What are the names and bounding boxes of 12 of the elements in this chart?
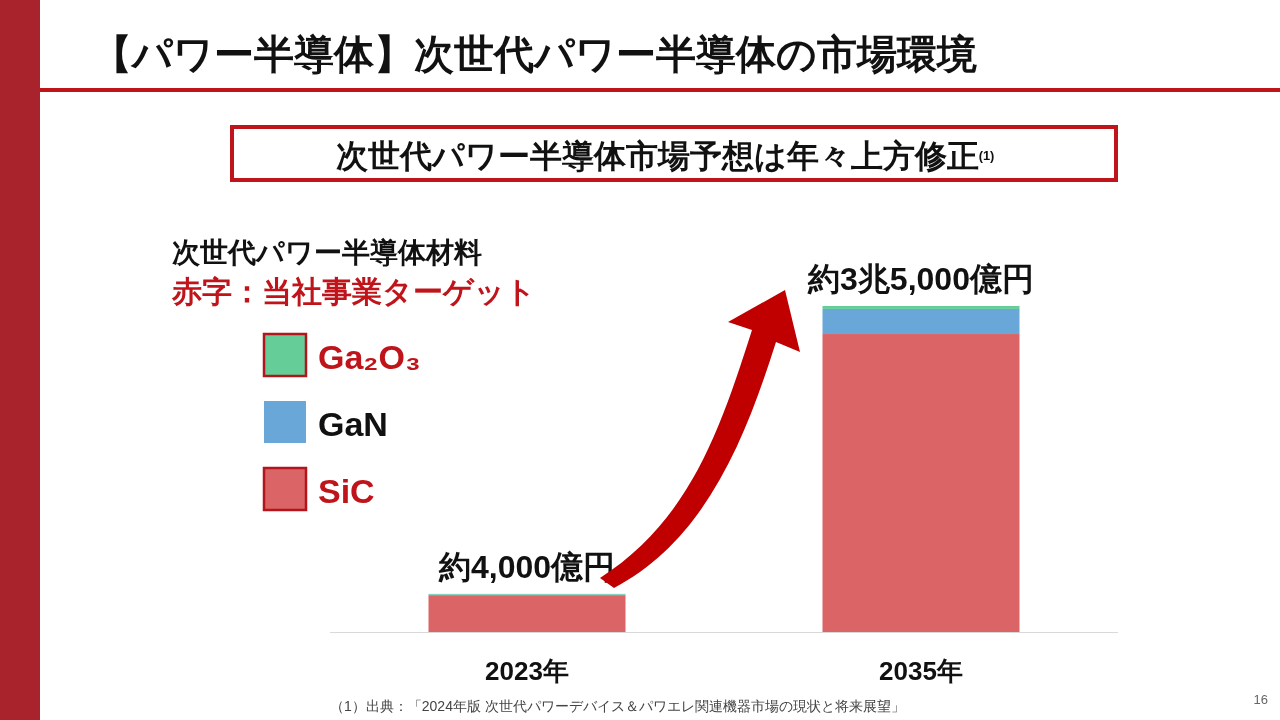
chart-subtitle: 次世代パワー半導体市場予想は年々上方修正$^{(1)}$: [335, 138, 995, 174]
text: 16: [1253, 692, 1268, 707]
total-label: 約3兆5,000億円: [807, 261, 1034, 297]
annotation: 赤字：当社事業ターゲット: [171, 275, 536, 308]
legend-label: Ga₂O₃: [318, 338, 421, 376]
x-tick-label: 2023年: [485, 656, 569, 686]
x-tick-label: 2035年: [879, 656, 963, 686]
legend-title: 次世代パワー半導体材料: [172, 237, 482, 268]
text: （1）出典：「2024年版 次世代パワーデバイス＆パワエレ関連機器市場の現状と将来展望」: [330, 698, 905, 714]
legend-label: GaN: [318, 405, 388, 443]
chart-title: 【パワー半導体】次世代パワー半導体の市場環境: [92, 32, 977, 76]
legend-label: SiC: [318, 472, 375, 510]
